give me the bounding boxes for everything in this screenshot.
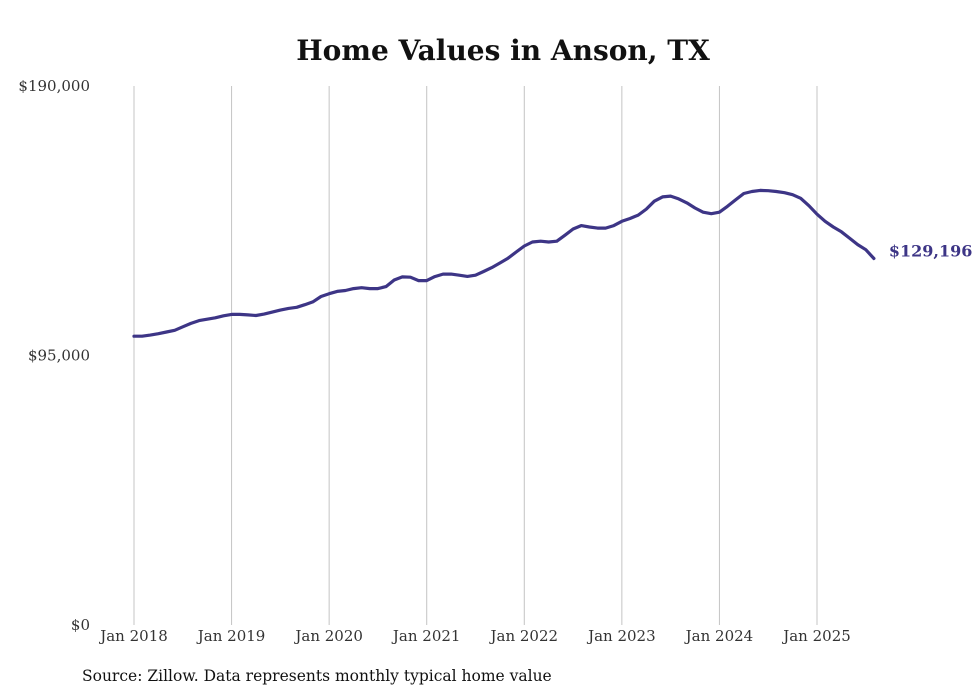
x-tick-label: Jan 2021 [391, 627, 461, 645]
y-axis: $0 $95,000 $190,000 [18, 77, 90, 634]
grid-lines [133, 86, 818, 625]
x-tick-label: Jan 2023 [586, 627, 656, 645]
x-tick-label: Jan 2019 [196, 627, 266, 645]
chart-title: Home Values in Anson, TX [296, 34, 710, 67]
y-tick-label: $0 [71, 616, 90, 634]
series-line [132, 188, 876, 338]
x-tick-label: Jan 2025 [781, 627, 851, 645]
source-note: Source: Zillow. Data represents monthly … [82, 667, 552, 685]
x-tick-label: Jan 2020 [293, 627, 363, 645]
x-axis: Jan 2018 Jan 2019 Jan 2020 Jan 2021 Jan 2022… [98, 627, 851, 645]
end-value-label: $129,196 [889, 241, 973, 260]
x-tick-label: Jan 2018 [98, 627, 168, 645]
x-tick-label: Jan 2024 [684, 627, 754, 645]
y-tick-label: $95,000 [28, 347, 90, 365]
x-tick-label: Jan 2022 [489, 627, 559, 645]
y-tick-label: $190,000 [18, 77, 90, 95]
